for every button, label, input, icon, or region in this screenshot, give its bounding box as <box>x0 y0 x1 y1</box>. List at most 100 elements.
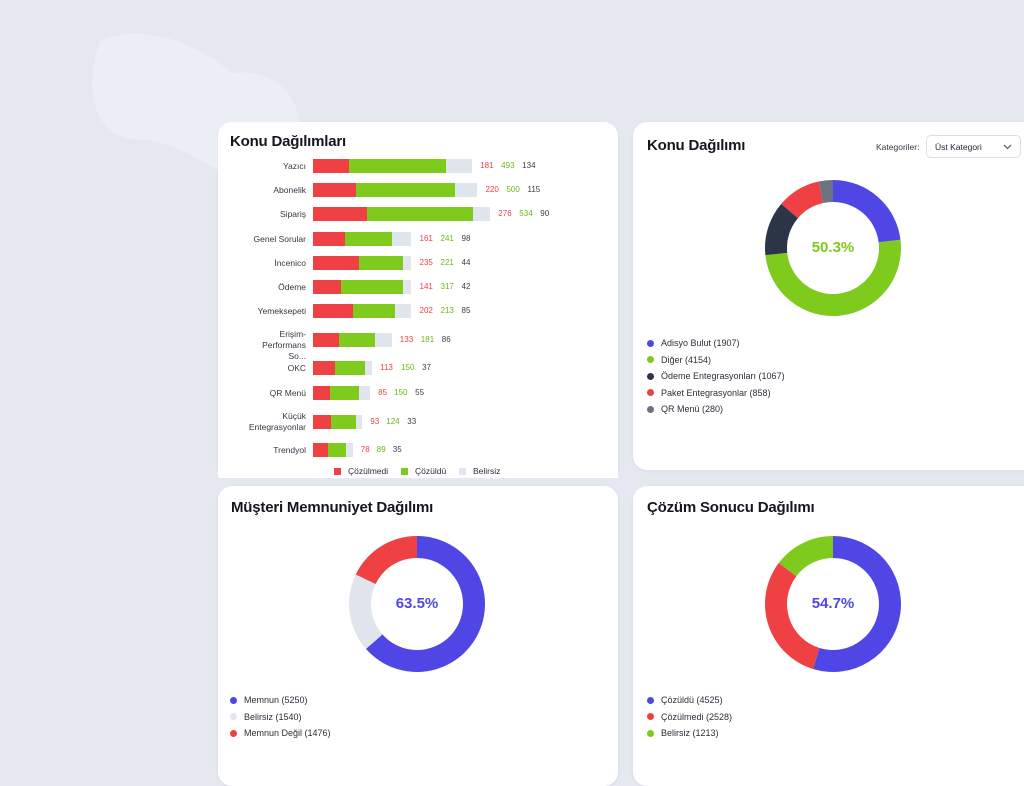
topic-bar-value: 202 <box>419 306 433 315</box>
legend-label: Diğer (4154) <box>661 354 712 365</box>
topic-bar-value: 241 <box>440 234 454 243</box>
donut-legend-item[interactable]: Adisyo Bulut (1907) <box>647 338 740 348</box>
category-filter-select[interactable]: Üst Kategori <box>926 135 1021 158</box>
topic-bar-segment-unknown[interactable] <box>345 443 353 457</box>
topic-bars-legend-strip: Çözülmedi Çözüldü Belirsiz <box>218 462 618 478</box>
donut-legend-item[interactable]: Paket Entegrasyonlar (858) <box>647 388 771 398</box>
legend-label: Belirsiz (1213) <box>661 728 719 738</box>
topic-bar-value: 55 <box>415 388 425 397</box>
topic-bar-segment-unsolved[interactable] <box>313 415 332 429</box>
topic-bar-value: 493 <box>501 161 515 170</box>
topic-bar-segment-solved[interactable] <box>356 183 455 197</box>
donut-slice-memnun-de-il[interactable] <box>355 536 417 585</box>
topic-bar-segment-unknown[interactable] <box>445 159 473 173</box>
legend-dot <box>647 696 654 704</box>
topic-bar-segment-unsolved[interactable] <box>313 256 360 270</box>
topic-bars-card: Konu Dağılımları Yazıcı 181 493 134 Abonelik… <box>218 122 618 470</box>
topic-bar-value: 161 <box>419 234 433 243</box>
topic-bar-segment-unknown[interactable] <box>472 207 491 221</box>
donut-slice-belirsiz[interactable] <box>778 536 833 577</box>
topic-bar-label: Erişim-Performans So... <box>236 329 306 362</box>
satisfaction-donut-title: Müşteri Memnuniyet Dağılımı <box>231 499 434 516</box>
chevron-down-icon <box>1003 144 1012 149</box>
donut-legend-item[interactable]: Belirsiz (1213) <box>647 728 719 738</box>
topic-bar-segment-unsolved[interactable] <box>313 183 357 197</box>
legend-label: Belirsiz (1540) <box>244 711 302 722</box>
legend-dot <box>230 696 237 704</box>
topic-bar-segment-solved[interactable] <box>328 443 346 457</box>
donut-legend-item[interactable]: Memnun Değil (1476) <box>230 728 331 738</box>
topic-bar-segment-unsolved[interactable] <box>313 304 353 318</box>
donut-slice-di-er[interactable] <box>765 239 902 317</box>
donut-slice--z-ld-[interactable] <box>813 536 901 672</box>
category-filter-value: Üst Kategori <box>935 141 982 152</box>
topic-bar-segment-solved[interactable] <box>329 386 360 400</box>
topic-bar-label: QR Menü <box>236 388 306 399</box>
donut-slice-paket-entegrasyonlar[interactable] <box>781 181 824 219</box>
topic-bar-segment-solved[interactable] <box>367 207 473 221</box>
topic-bar-label-line: Yazıcı <box>283 160 306 171</box>
topic-bar-value: 133 <box>399 335 414 344</box>
topic-bar-segment-unknown[interactable] <box>374 333 392 347</box>
topic-bar-segment-unknown[interactable] <box>392 232 412 246</box>
donut-slice--deme-entegrasyonlar-[interactable] <box>765 203 798 256</box>
topic-bar-value: 213 <box>440 306 454 315</box>
topic-bar-segment-unknown[interactable] <box>403 280 412 294</box>
topic-bar-value: 276 <box>498 209 512 218</box>
topic-bar-segment-solved[interactable] <box>359 256 403 270</box>
topic-bar-segment-unknown[interactable] <box>394 304 412 318</box>
topic-bar-label-line: Küçük <box>282 411 306 421</box>
donut-legend-item[interactable]: Diğer (4154) <box>647 355 711 365</box>
topic-bar-label-line: Erişim-Performans <box>262 329 306 350</box>
donut-legend-item[interactable]: QR Menü (280) <box>647 404 723 414</box>
satisfaction-donut-chart <box>349 536 485 672</box>
topic-bar-segment-unknown[interactable] <box>355 415 363 429</box>
topic-bar-segment-solved[interactable] <box>339 333 375 347</box>
topic-donut-card: Konu Dağılımı Kategoriler: Üst Kategori … <box>633 122 1024 470</box>
donut-slice-memnun[interactable] <box>365 536 485 672</box>
donut-slice-adisyo-bulut[interactable] <box>833 180 901 243</box>
topic-bar-value: 115 <box>527 185 541 194</box>
topic-bar-segment-unknown[interactable] <box>359 386 371 400</box>
topic-bar-segment-solved[interactable] <box>335 361 365 375</box>
topic-bar-segment-unsolved[interactable] <box>313 159 349 173</box>
topic-bar-segment-unsolved[interactable] <box>313 333 340 347</box>
topic-bar-segment-solved[interactable] <box>340 280 404 294</box>
topic-bars-legend-item[interactable]: Belirsiz <box>459 466 500 476</box>
donut-slice-belirsiz[interactable] <box>349 574 383 649</box>
topic-bar-segment-solved[interactable] <box>348 159 446 173</box>
donut-slice-qr-men-[interactable] <box>818 180 833 204</box>
resolution-donut-title: Çözüm Sonucu Dağılımı <box>647 499 815 516</box>
topic-bar-segment-solved[interactable] <box>331 415 356 429</box>
donut-legend-item[interactable]: Memnun (5250) <box>230 695 308 705</box>
topic-bar-label: İncenico <box>236 258 306 269</box>
legend-swatch <box>401 467 408 475</box>
topic-bar-segment-unsolved[interactable] <box>313 386 330 400</box>
topic-bar-value: 150 <box>394 388 408 397</box>
topic-bars-legend-item[interactable]: Çözülmedi <box>334 466 388 476</box>
topic-bar-segment-unknown[interactable] <box>454 183 478 197</box>
donut-legend-item[interactable]: Çözülmedi (2528) <box>647 712 732 722</box>
topic-donut-chart <box>765 180 902 317</box>
topic-bar-segment-unsolved[interactable] <box>313 443 329 457</box>
donut-slice--z-lmedi[interactable] <box>765 562 820 670</box>
topic-bars-legend-item[interactable]: Çözüldü <box>401 466 446 476</box>
legend-label: Belirsiz <box>473 466 501 476</box>
topic-bar-segment-solved[interactable] <box>352 304 395 318</box>
topic-bar-segment-unsolved[interactable] <box>313 280 341 294</box>
legend-dot <box>647 389 654 396</box>
topic-bar-segment-unknown[interactable] <box>402 256 412 270</box>
topic-bar-value: 33 <box>407 417 417 426</box>
topic-bar-segment-unsolved[interactable] <box>313 361 336 375</box>
topic-bar-label: Genel Sorular <box>236 234 306 245</box>
topic-bar-segment-solved[interactable] <box>344 232 393 246</box>
topic-bar-segment-unsolved[interactable] <box>313 207 368 221</box>
topic-bar-value: 78 <box>360 445 370 454</box>
donut-legend-item[interactable]: Ödeme Entegrasyonları (1067) <box>647 371 785 381</box>
topic-bar-segment-unknown[interactable] <box>364 361 373 375</box>
donut-legend-item[interactable]: Çözüldü (4525) <box>647 695 723 705</box>
topic-bars-chart: Yazıcı 181 493 134 Abonelik 220 500 115 Sipariş 2… <box>218 122 618 470</box>
legend-label: Memnun (5250) <box>244 695 308 705</box>
donut-legend-item[interactable]: Belirsiz (1540) <box>230 712 302 722</box>
topic-bar-segment-unsolved[interactable] <box>313 232 345 246</box>
